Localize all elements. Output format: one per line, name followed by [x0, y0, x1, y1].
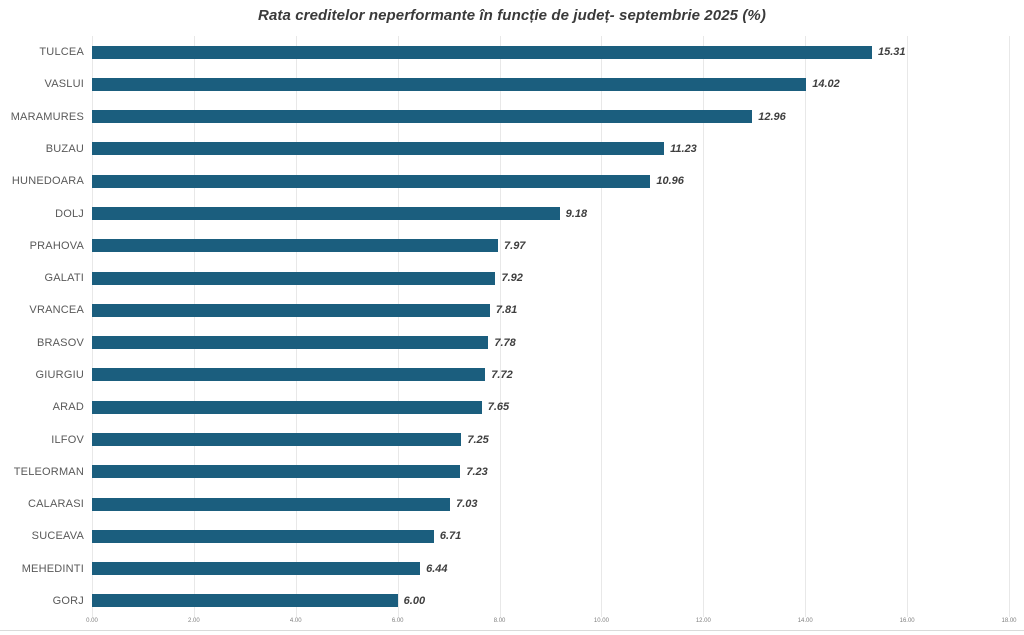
gridline [703, 36, 705, 617]
category-label: TELEORMAN [13, 465, 84, 478]
chart-row: 6.71 [92, 520, 1009, 552]
gridline [499, 36, 501, 617]
gridline [805, 36, 807, 617]
bar-hunedoara [92, 174, 651, 188]
value-label: 7.81 [495, 304, 518, 317]
category-label: GORJ [52, 594, 84, 607]
category-label: HUNEDOARA [11, 175, 84, 188]
category-label: GIURGIU [35, 368, 84, 381]
chart-row: 7.23 [92, 456, 1009, 488]
bar-rows: 15.31 14.02 12.96 11.23 10.96 9.18 7.97 7.92 7.8… [92, 36, 1009, 617]
chart-row: 6.44 [92, 553, 1009, 585]
value-label: 9.18 [565, 207, 588, 220]
category-label: DOLJ [55, 207, 84, 220]
chart-row: 7.78 [92, 327, 1009, 359]
category-label: SUCEAVA [31, 530, 84, 543]
value-label: 7.92 [501, 272, 523, 285]
bar-calarasi [92, 497, 451, 511]
value-label: 15.31 [877, 46, 906, 59]
gridline [601, 36, 603, 617]
x-axis-tick-label: 16.00 [899, 618, 915, 624]
bar-suceava [92, 529, 434, 543]
bar-maramures [92, 110, 753, 124]
value-label: 6.00 [403, 594, 426, 607]
chart-title: Rata creditelor neperformante în funcție… [258, 7, 766, 24]
bar-teleorman [92, 465, 461, 479]
x-axis-tick-label: 6.00 [391, 618, 404, 624]
bar-gorj [92, 594, 398, 608]
gridline [907, 36, 909, 617]
category-label: MEHEDINTI [21, 562, 84, 575]
chart-row: 9.18 [92, 197, 1009, 229]
chart-row: 10.96 [92, 165, 1009, 197]
chart-row: 14.02 [92, 68, 1009, 100]
gridline [397, 36, 399, 617]
bar-galati [92, 271, 496, 285]
chart-row: 7.03 [92, 488, 1009, 520]
x-axis-tick-label: 4.00 [289, 618, 302, 624]
value-label: 14.02 [812, 78, 840, 91]
category-label: BRASOV [36, 336, 84, 349]
x-axis-tick-label: 10.00 [593, 618, 609, 624]
bar-mehedinti [92, 562, 421, 576]
category-axis: TULCEA VASLUI MARAMURES BUZAU HUNEDOARA DOLJ P… [0, 36, 84, 617]
category-label: ARAD [52, 401, 84, 414]
value-label: 7.72 [491, 368, 513, 381]
category-label: TULCEA [39, 46, 84, 59]
category-label: MARAMURES [10, 110, 84, 123]
bar-buzau [92, 142, 665, 156]
bar-giurgiu [92, 368, 486, 382]
chart-row: 7.65 [92, 391, 1009, 423]
chart-row: 11.23 [92, 133, 1009, 165]
bar-arad [92, 400, 482, 414]
chart-row: 15.31 [92, 36, 1009, 68]
chart-row: 6.00 [92, 585, 1009, 617]
x-axis-tick-label: 2.00 [188, 618, 200, 624]
bar-prahova [92, 239, 499, 253]
x-axis-tick-label: 14.00 [797, 618, 813, 624]
x-axis-tick-label: 0.00 [86, 618, 98, 624]
value-label: 10.96 [656, 175, 684, 188]
value-label: 11.23 [670, 142, 697, 155]
bar-vrancea [92, 303, 490, 317]
value-axis: 0.00 2.00 4.00 6.00 8.00 10.00 12.00 14.00 16.00… [86, 618, 1016, 630]
category-label: VASLUI [44, 78, 84, 91]
bar-brasov [92, 336, 489, 350]
x-axis-tick-label: 8.00 [493, 618, 506, 624]
chart-row: 7.72 [92, 359, 1009, 391]
chart-row: 7.25 [92, 423, 1009, 455]
category-label: BUZAU [45, 142, 84, 155]
value-label: 6.44 [426, 562, 448, 575]
plot-area: 15.31 14.02 12.96 11.23 10.96 9.18 7.97 7.92 7.8… [92, 36, 1010, 617]
value-label: 7.03 [456, 498, 478, 511]
value-label: 7.78 [494, 336, 516, 349]
value-label: 6.71 [439, 530, 462, 543]
category-label: PRAHOVA [29, 239, 84, 252]
gridline [193, 36, 195, 617]
bar-tulcea [92, 45, 872, 59]
value-label: 7.25 [467, 433, 489, 446]
chart-row: 12.96 [92, 101, 1009, 133]
gridline [92, 36, 93, 617]
bar-dolj [92, 207, 560, 221]
bar-vaslui [92, 77, 807, 91]
category-label: VRANCEA [29, 304, 84, 317]
gridline [1009, 36, 1010, 617]
x-axis-tick-label: 12.00 [695, 618, 711, 624]
value-label: 7.65 [487, 401, 510, 414]
value-label: 7.23 [466, 465, 488, 478]
gridline [295, 36, 297, 617]
chart-row: 7.81 [92, 294, 1009, 326]
category-label: ILFOV [51, 433, 84, 446]
category-label: CALARASI [27, 498, 84, 511]
value-label: 7.97 [504, 239, 526, 252]
bar-ilfov [92, 433, 462, 447]
value-label: 12.96 [758, 110, 786, 123]
chart-row: 7.92 [92, 262, 1009, 294]
x-axis-tick-label: 18.00 [1001, 618, 1017, 624]
chart-row: 7.97 [92, 230, 1009, 262]
category-label: GALATI [44, 272, 84, 285]
chart-baseline [0, 630, 1024, 631]
